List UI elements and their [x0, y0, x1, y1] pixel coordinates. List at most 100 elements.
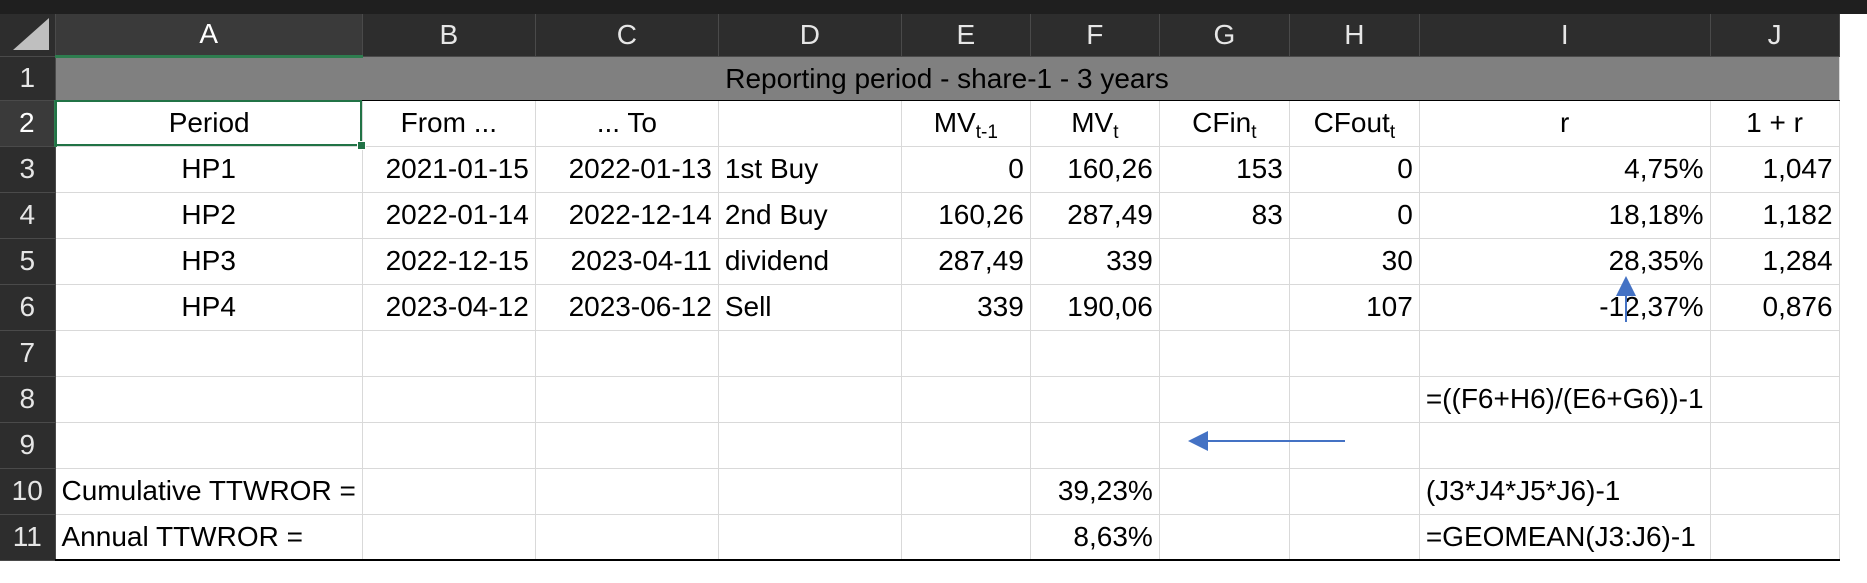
cell-c11[interactable]: [535, 514, 719, 561]
cell-h8[interactable]: [1289, 376, 1420, 423]
cell-e10[interactable]: [901, 468, 1031, 515]
cell-g4[interactable]: 83: [1159, 192, 1290, 239]
cell-c2[interactable]: ... To: [535, 100, 719, 147]
cell-h9[interactable]: [1289, 422, 1420, 469]
row-header-9[interactable]: 9: [0, 422, 56, 469]
cell-j5[interactable]: 1,284: [1710, 238, 1840, 285]
row-header-11[interactable]: 11: [0, 514, 56, 561]
cell-j11[interactable]: [1710, 514, 1840, 561]
cell-i11-formula-note[interactable]: =GEOMEAN(J3:J6)-1: [1419, 514, 1711, 561]
cell-j7[interactable]: [1710, 330, 1840, 377]
row-header-3[interactable]: 3: [0, 146, 56, 193]
cell-c7[interactable]: [535, 330, 719, 377]
cell-f3[interactable]: 160,26: [1030, 146, 1160, 193]
cell-g5[interactable]: [1159, 238, 1290, 285]
cell-e9[interactable]: [901, 422, 1031, 469]
cell-i10-formula-note[interactable]: (J3*J4*J5*J6)-1: [1419, 468, 1711, 515]
cell-f11-annual-value[interactable]: 8,63%: [1030, 514, 1160, 561]
column-header-b[interactable]: B: [362, 14, 536, 57]
cell-c9[interactable]: [535, 422, 719, 469]
cell-h3[interactable]: 0: [1289, 146, 1420, 193]
cell-i3[interactable]: 4,75%: [1419, 146, 1711, 193]
cell-a7[interactable]: [55, 330, 363, 377]
column-header-c[interactable]: C: [535, 14, 719, 57]
cell-b11[interactable]: [362, 514, 536, 561]
cell-d9[interactable]: [718, 422, 902, 469]
cell-e5[interactable]: 287,49: [901, 238, 1031, 285]
cell-i8-formula-note[interactable]: =((F6+H6)/(E6+G6))-1: [1419, 376, 1711, 423]
cell-c3[interactable]: 2022-01-13: [535, 146, 719, 193]
cell-i9[interactable]: [1419, 422, 1711, 469]
cell-a9[interactable]: [55, 422, 363, 469]
cell-b8[interactable]: [362, 376, 536, 423]
cell-d4[interactable]: 2nd Buy: [718, 192, 902, 239]
cell-a3[interactable]: HP1: [55, 146, 363, 193]
column-header-h[interactable]: H: [1289, 14, 1420, 57]
cell-f2[interactable]: MVt: [1030, 100, 1160, 147]
cell-d5[interactable]: dividend: [718, 238, 902, 285]
cell-b5[interactable]: 2022-12-15: [362, 238, 536, 285]
cell-g2[interactable]: CFint: [1159, 100, 1290, 147]
cell-c5[interactable]: 2023-04-11: [535, 238, 719, 285]
cell-g9[interactable]: [1159, 422, 1290, 469]
cell-h7[interactable]: [1289, 330, 1420, 377]
row-header-6[interactable]: 6: [0, 284, 56, 331]
cell-d10[interactable]: [718, 468, 902, 515]
cell-j4[interactable]: 1,182: [1710, 192, 1840, 239]
cell-g3[interactable]: 153: [1159, 146, 1290, 193]
column-header-d[interactable]: D: [718, 14, 902, 57]
column-header-a[interactable]: A: [55, 14, 363, 58]
banner-cell[interactable]: Reporting period - share-1 - 3 years: [55, 56, 1840, 101]
cell-e7[interactable]: [901, 330, 1031, 377]
cell-j3[interactable]: 1,047: [1710, 146, 1840, 193]
cell-e4[interactable]: 160,26: [901, 192, 1031, 239]
cell-b3[interactable]: 2021-01-15: [362, 146, 536, 193]
cell-e8[interactable]: [901, 376, 1031, 423]
cell-j10[interactable]: [1710, 468, 1840, 515]
cell-b6[interactable]: 2023-04-12: [362, 284, 536, 331]
cell-b9[interactable]: [362, 422, 536, 469]
row-header-2[interactable]: 2: [0, 100, 57, 147]
cell-i2[interactable]: r: [1419, 100, 1711, 147]
row-header-1[interactable]: 1: [0, 56, 56, 101]
column-header-e[interactable]: E: [901, 14, 1031, 57]
row-header-4[interactable]: 4: [0, 192, 56, 239]
cell-h5[interactable]: 30: [1289, 238, 1420, 285]
cell-f6[interactable]: 190,06: [1030, 284, 1160, 331]
cell-d11[interactable]: [718, 514, 902, 561]
cell-j6[interactable]: 0,876: [1710, 284, 1840, 331]
cell-i7[interactable]: [1419, 330, 1711, 377]
cell-d3[interactable]: 1st Buy: [718, 146, 902, 193]
cell-c4[interactable]: 2022-12-14: [535, 192, 719, 239]
cell-e6[interactable]: 339: [901, 284, 1031, 331]
column-header-i[interactable]: I: [1419, 14, 1711, 57]
cell-j8[interactable]: [1710, 376, 1840, 423]
cell-g11[interactable]: [1159, 514, 1290, 561]
cell-j9[interactable]: [1710, 422, 1840, 469]
column-header-j[interactable]: J: [1710, 14, 1840, 57]
cell-f7[interactable]: [1030, 330, 1160, 377]
cell-b7[interactable]: [362, 330, 536, 377]
cell-a2[interactable]: Period: [55, 100, 365, 149]
cell-i6[interactable]: -12,37%: [1419, 284, 1711, 331]
cell-i5[interactable]: 28,35%: [1419, 238, 1711, 285]
cell-d8[interactable]: [718, 376, 902, 423]
cell-f9[interactable]: [1030, 422, 1160, 469]
cell-h11[interactable]: [1289, 514, 1420, 561]
select-all-corner[interactable]: [0, 14, 56, 57]
cell-g7[interactable]: [1159, 330, 1290, 377]
column-header-f[interactable]: F: [1030, 14, 1160, 57]
cell-c6[interactable]: 2023-06-12: [535, 284, 719, 331]
cell-c8[interactable]: [535, 376, 719, 423]
cell-a8[interactable]: [55, 376, 363, 423]
cell-h2[interactable]: CFoutt: [1289, 100, 1420, 147]
row-header-5[interactable]: 5: [0, 238, 56, 285]
cell-a5[interactable]: HP3: [55, 238, 363, 285]
cell-a4[interactable]: HP2: [55, 192, 363, 239]
cell-j2[interactable]: 1 + r: [1710, 100, 1840, 147]
cell-a10-cumulative-label[interactable]: Cumulative TTWROR =: [55, 468, 363, 515]
cell-b2[interactable]: From ...: [362, 100, 536, 147]
cell-i4[interactable]: 18,18%: [1419, 192, 1711, 239]
cell-f10-cumulative-value[interactable]: 39,23%: [1030, 468, 1160, 515]
cell-f4[interactable]: 287,49: [1030, 192, 1160, 239]
